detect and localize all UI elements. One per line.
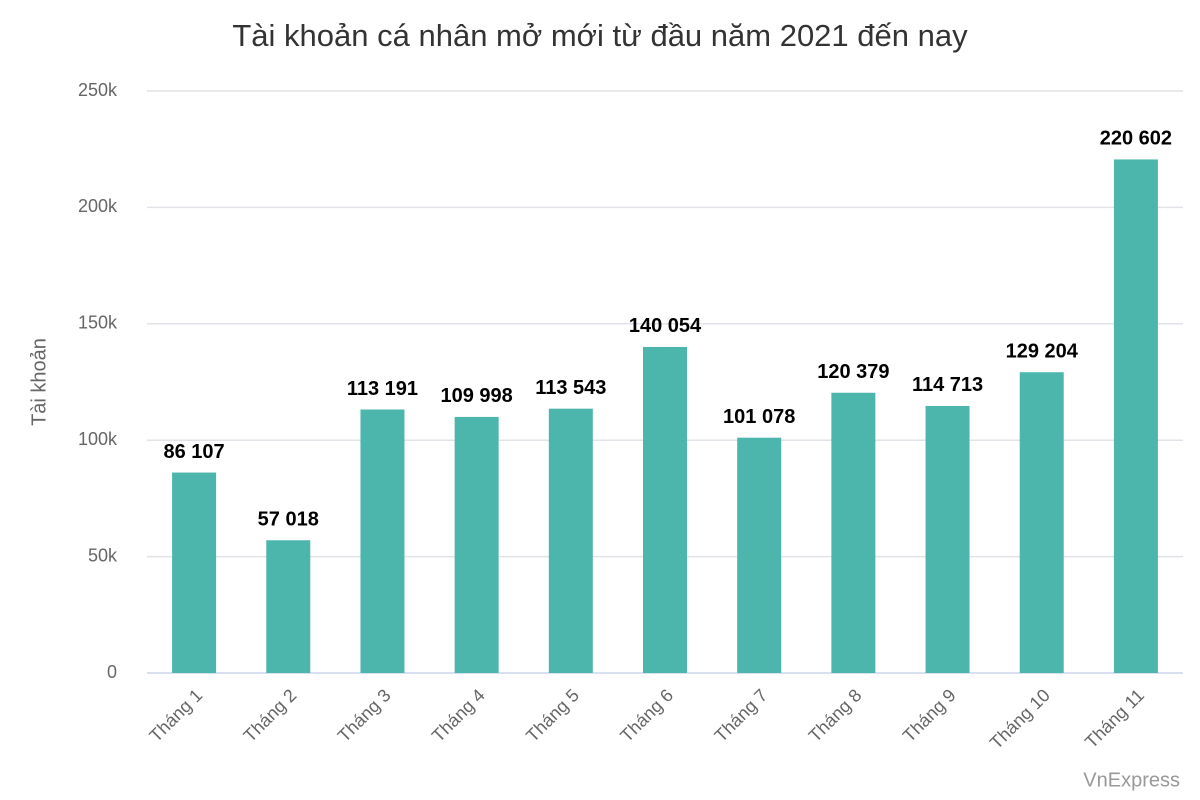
y-tick-label: 200k	[78, 196, 118, 216]
bar	[266, 540, 311, 673]
value-label: 86 107	[164, 441, 225, 463]
value-label: 113 543	[535, 377, 606, 399]
value-label: 220 602	[1100, 128, 1172, 150]
bar	[454, 416, 499, 673]
value-label: 140 054	[629, 315, 702, 337]
bar	[925, 405, 970, 673]
value-label: 101 078	[723, 406, 795, 428]
y-tick-label: 250k	[78, 80, 118, 100]
bar	[1019, 372, 1064, 673]
x-tick-label: Tháng 9	[899, 685, 960, 746]
y-tick-label: 50k	[88, 545, 118, 565]
y-axis-label: Tài khoản	[28, 338, 50, 426]
bar	[831, 392, 876, 673]
bar	[737, 437, 782, 673]
value-label: 129 204	[1006, 340, 1079, 362]
bar	[548, 408, 593, 673]
y-tick-label: 0	[107, 662, 117, 682]
value-label: 120 379	[817, 361, 889, 383]
x-tick-label: Tháng 8	[805, 685, 866, 746]
y-tick-label: 150k	[78, 313, 118, 333]
x-tick-label: Tháng 6	[616, 685, 677, 746]
chart-title: Tài khoản cá nhân mở mới từ đầu năm 2021…	[232, 18, 968, 53]
bar	[643, 346, 687, 673]
x-tick-label: Tháng 4	[428, 685, 489, 746]
value-label: 114 713	[912, 374, 983, 396]
value-label: 113 191	[347, 378, 418, 400]
value-label: 57 018	[258, 509, 319, 531]
value-label: 109 998	[440, 385, 512, 407]
x-tick-label: Tháng 5	[522, 685, 583, 746]
x-tick-label: Tháng 10	[986, 685, 1054, 753]
bar	[1113, 159, 1158, 673]
x-tick-label: Tháng 7	[711, 685, 772, 746]
bar	[172, 472, 217, 673]
credit: VnExpress	[1083, 769, 1180, 791]
x-tick-label: Tháng 11	[1081, 685, 1148, 752]
y-tick-label: 100k	[78, 429, 118, 449]
x-tick-label: Tháng 2	[240, 685, 301, 746]
bar	[360, 409, 405, 673]
x-tick-label: Tháng 3	[334, 685, 395, 746]
x-tick-label: Tháng 1	[145, 685, 206, 746]
